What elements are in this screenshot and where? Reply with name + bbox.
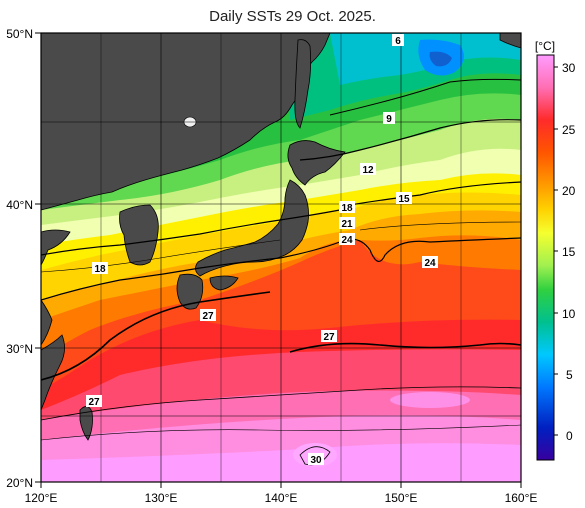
lon-tick-160: 160°E: [505, 491, 538, 505]
lat-tick-30: 30°N: [6, 342, 33, 356]
lon-tick-120: 120°E: [25, 491, 58, 505]
colorbar-ticks: [554, 66, 558, 436]
colorbar-unit: [°C]: [535, 39, 555, 53]
contour-label: 18: [339, 201, 355, 214]
svg-text:15: 15: [398, 194, 410, 205]
lat-tick-50: 50°N: [6, 27, 33, 41]
contour-label: 24: [422, 256, 438, 269]
colorbar-tick-10: 10: [562, 307, 576, 321]
contour-label: 9: [383, 112, 395, 125]
svg-text:27: 27: [88, 397, 100, 408]
lon-tick-130: 130°E: [145, 491, 178, 505]
contour-label: 6: [392, 34, 404, 47]
svg-text:27: 27: [323, 332, 335, 343]
lat-tick-40: 40°N: [6, 198, 33, 212]
lat-tick-20: 20°N: [6, 476, 33, 490]
svg-text:12: 12: [362, 165, 374, 176]
svg-text:24: 24: [341, 235, 353, 246]
kyushu: [176, 273, 204, 310]
contour-label: 30: [308, 453, 324, 466]
colorbar-tick-30: 30: [562, 61, 576, 75]
svg-text:24: 24: [424, 258, 436, 269]
sakhalin: [294, 39, 312, 129]
honshu: [195, 179, 309, 277]
china-coast: [41, 229, 71, 266]
svg-text:6: 6: [395, 36, 401, 47]
contour-label: 27: [86, 395, 102, 408]
svg-text:30: 30: [310, 455, 322, 466]
colorbar: [536, 54, 555, 461]
contour-label: 24: [339, 233, 355, 246]
contour-label: 21: [339, 217, 355, 230]
colorbar-tick-25: 25: [562, 123, 576, 137]
svg-text:27: 27: [202, 311, 214, 322]
china-south: [41, 334, 65, 411]
contour-label: 12: [360, 163, 376, 176]
hokkaido: [287, 140, 346, 186]
lon-tick-150: 150°E: [385, 491, 418, 505]
korea: [119, 204, 159, 266]
colorbar-tick-20: 20: [562, 184, 576, 198]
frame-ticks: [35, 32, 522, 488]
svg-text:18: 18: [341, 203, 353, 214]
lon-tick-140: 140°E: [265, 491, 298, 505]
shikoku: [209, 275, 239, 291]
colorbar-tick-15: 15: [562, 245, 576, 259]
contour-label: 27: [321, 330, 337, 343]
contour-labels: 6 9 12 15 18 21 24 18 24 27 27 27 30: [86, 34, 438, 466]
colorbar-tick-0: 0: [566, 429, 573, 443]
map-title: Daily SSTs 29 Oct. 2025.: [209, 8, 376, 25]
contour-label: 27: [200, 309, 216, 322]
svg-text:18: 18: [94, 264, 106, 275]
svg-text:21: 21: [341, 219, 353, 230]
graticule: [41, 33, 521, 482]
colorbar-tick-5: 5: [566, 368, 573, 382]
svg-text:9: 9: [386, 114, 392, 125]
contour-label: 15: [396, 192, 412, 205]
contour-label: 18: [92, 262, 108, 275]
